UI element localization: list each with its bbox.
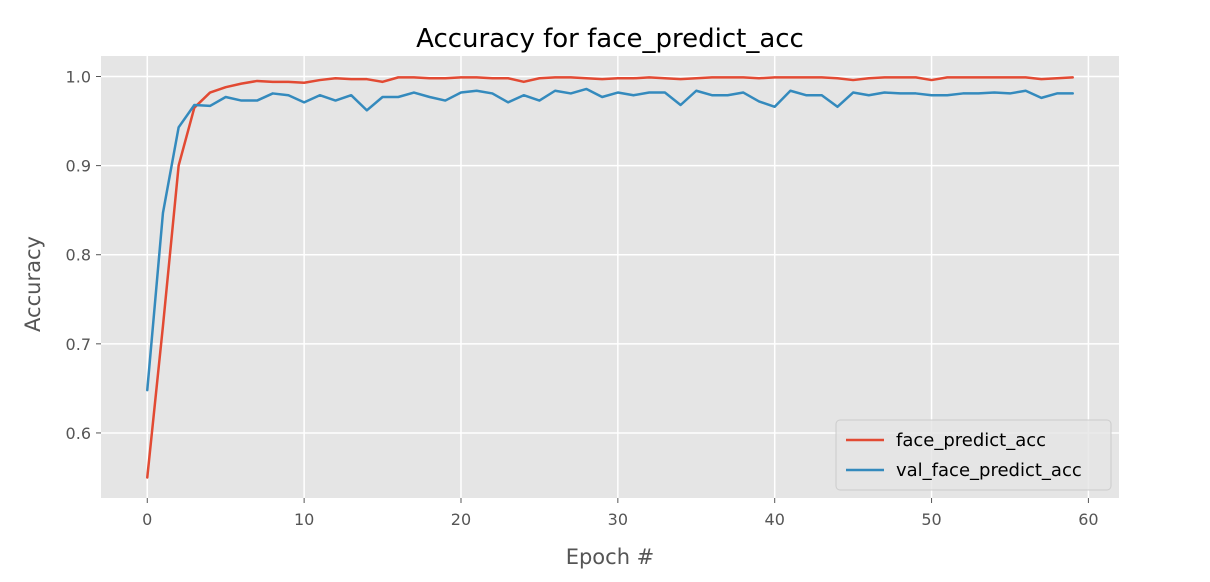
x-tick-label: 20 — [451, 510, 471, 529]
y-axis-label: Accuracy — [21, 236, 45, 332]
grid-lines — [101, 56, 1119, 498]
y-tick-label: 0.8 — [66, 246, 91, 265]
legend-box — [835, 419, 1112, 491]
y-tick-label: 0.7 — [66, 335, 91, 354]
x-tick-label: 40 — [765, 510, 785, 529]
y-axis-ticks: 0.6 0.7 0.8 0.9 1.0 — [66, 67, 101, 443]
x-tick-label: 10 — [294, 510, 314, 529]
x-tick-label: 0 — [142, 510, 152, 529]
chart-title: Accuracy for face_predict_acc — [416, 24, 804, 54]
x-axis-ticks: 0 10 20 30 40 50 60 — [142, 498, 1099, 529]
x-tick-label: 50 — [921, 510, 941, 529]
y-tick-label: 0.9 — [66, 157, 91, 176]
y-tick-label: 0.6 — [66, 424, 91, 443]
legend-label: val_face_predict_acc — [896, 460, 1082, 481]
series-layer — [146, 76, 1074, 479]
x-tick-label: 30 — [608, 510, 628, 529]
legend: face_predict_acc val_face_predict_acc — [835, 419, 1112, 491]
x-tick-label: 60 — [1078, 510, 1098, 529]
legend-label: face_predict_acc — [896, 430, 1046, 451]
y-tick-label: 1.0 — [66, 67, 91, 86]
series-line-val-face-predict-acc — [146, 87, 1074, 392]
x-axis-label: Epoch # — [566, 545, 655, 569]
series-line-face-predict-acc — [146, 76, 1074, 479]
